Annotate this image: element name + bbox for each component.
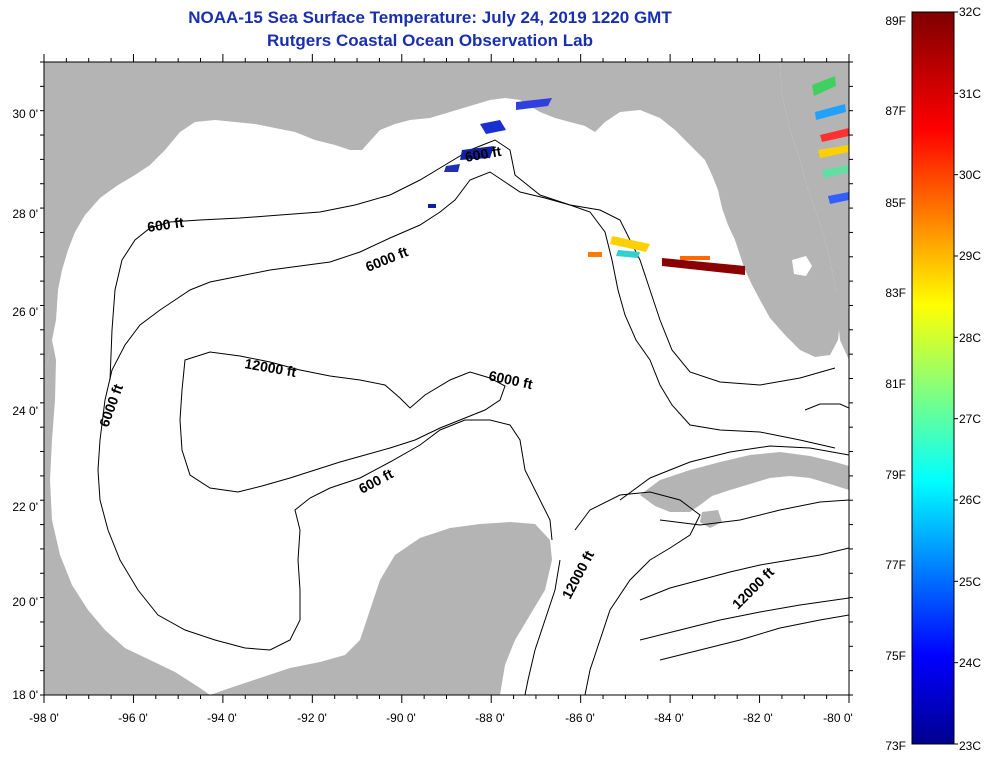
colorbar-c-label: 29C	[959, 249, 981, 263]
lat-label: 22 0'	[12, 500, 38, 514]
colorbar-f-label: 83F	[885, 286, 906, 300]
sst-data	[428, 76, 849, 275]
lon-label: -86 0'	[565, 711, 595, 725]
colorbar-c-label: 31C	[959, 87, 981, 101]
colorbar-ticks	[954, 11, 958, 745]
contour-12000ft	[179, 351, 506, 493]
sst-dot-orange	[588, 252, 602, 257]
colorbar-c-label: 26C	[959, 493, 981, 507]
sst-east-streak-4	[815, 104, 846, 120]
lon-label: -88 0'	[475, 711, 505, 725]
colorbar-f-label: 89F	[885, 14, 906, 28]
lon-label: -98 0'	[29, 711, 59, 725]
contour-6000ft-north	[99, 171, 836, 449]
lon-label: -82 0'	[743, 711, 773, 725]
sst-streak-warm	[662, 258, 745, 275]
sst-east-streak-6	[828, 192, 849, 204]
sst-east-streak-3	[818, 145, 849, 158]
colorbar-c-label: 27C	[959, 412, 981, 426]
contour-cuba-shelf	[619, 445, 849, 501]
depth-contours	[97, 139, 849, 695]
contour-12000ft-caribbean	[574, 491, 701, 695]
sst-blue-5	[428, 204, 436, 208]
contour-bahamas	[804, 403, 849, 411]
longitude-axis: -98 0' -96 0' -94 0' -92 0' -90 0' -88 0…	[29, 711, 853, 725]
colorbar: 89F 87F 85F 83F 81F 79F 77F 75F 73F 32C …	[885, 5, 981, 753]
lat-label: 28 0'	[12, 207, 38, 221]
land-mexico-west	[44, 340, 210, 695]
lat-label: 20 0'	[12, 595, 38, 609]
sst-east-streak-5	[822, 165, 849, 178]
land-isla-juventud	[700, 510, 722, 528]
contour-6000ft-west	[97, 419, 553, 651]
lon-label: -80 0'	[823, 711, 853, 725]
contour-label-600ft-gulf: 600 ft	[146, 214, 185, 235]
map-plot-area: 600 ft 6000 ft 12000 ft 6000 ft 6000 ft …	[44, 62, 849, 695]
colorbar-f-label: 75F	[885, 649, 906, 663]
lon-label: -84 0'	[654, 711, 684, 725]
sst-blue-3	[460, 146, 494, 160]
colorbar-f-label: 85F	[885, 196, 906, 210]
lake-okeechobee	[792, 256, 812, 276]
lon-label: -96 0'	[118, 711, 148, 725]
sst-streak-cyan	[616, 250, 640, 258]
colorbar-f-label: 87F	[885, 104, 906, 118]
colorbar-c-label: 25C	[959, 575, 981, 589]
map-title: NOAA-15 Sea Surface Temperature: July 24…	[188, 8, 672, 27]
lat-label: 30 0'	[12, 107, 38, 121]
colorbar-gradient	[911, 11, 955, 745]
colorbar-f-label: 77F	[885, 558, 906, 572]
sst-blue-4	[444, 164, 460, 172]
contour-label-600ft-north: 600 ft	[464, 143, 503, 165]
colorbar-f-label: 73F	[885, 739, 906, 753]
latitude-axis: 30 0' 28 0' 26 0' 24 0' 22 0' 20 0' 18 0…	[12, 107, 38, 702]
colorbar-f-label: 81F	[885, 377, 906, 391]
contour-cuba-south-shelf	[659, 499, 849, 526]
lat-label: 24 0'	[12, 404, 38, 418]
lat-label: 18 0'	[12, 688, 38, 702]
sst-streak-orange	[680, 256, 710, 260]
colorbar-c-label: 23C	[959, 739, 981, 753]
sst-blue-1	[480, 120, 506, 134]
colorbar-c-label: 30C	[959, 168, 981, 182]
lat-label: 26 0'	[12, 305, 38, 319]
map-subtitle: Rutgers Coastal Ocean Observation Lab	[267, 31, 593, 50]
lon-label: -92 0'	[297, 711, 327, 725]
sst-blue-2	[516, 98, 552, 110]
sst-east-streak-2	[820, 128, 849, 142]
lon-label: -94 0'	[207, 711, 237, 725]
contour-caribbean-south	[639, 547, 849, 601]
contour-600ft-north	[109, 139, 836, 386]
land-us-coast	[44, 62, 840, 370]
contour-caribbean-south2	[639, 597, 849, 641]
sst-east-streak-1	[812, 76, 836, 96]
colorbar-f-label: 79F	[885, 468, 906, 482]
tick-marks	[40, 54, 853, 703]
colorbar-c-label: 28C	[959, 331, 981, 345]
colorbar-c-label: 32C	[959, 5, 981, 19]
land-cuba	[640, 452, 849, 512]
colorbar-c-label: 24C	[959, 656, 981, 670]
contour-caribbean-loop	[659, 614, 849, 661]
sst-streak-mixed	[610, 236, 650, 252]
contour-600ft-east	[524, 559, 561, 695]
land-yucatan	[210, 522, 552, 695]
lon-label: -90 0'	[386, 711, 416, 725]
